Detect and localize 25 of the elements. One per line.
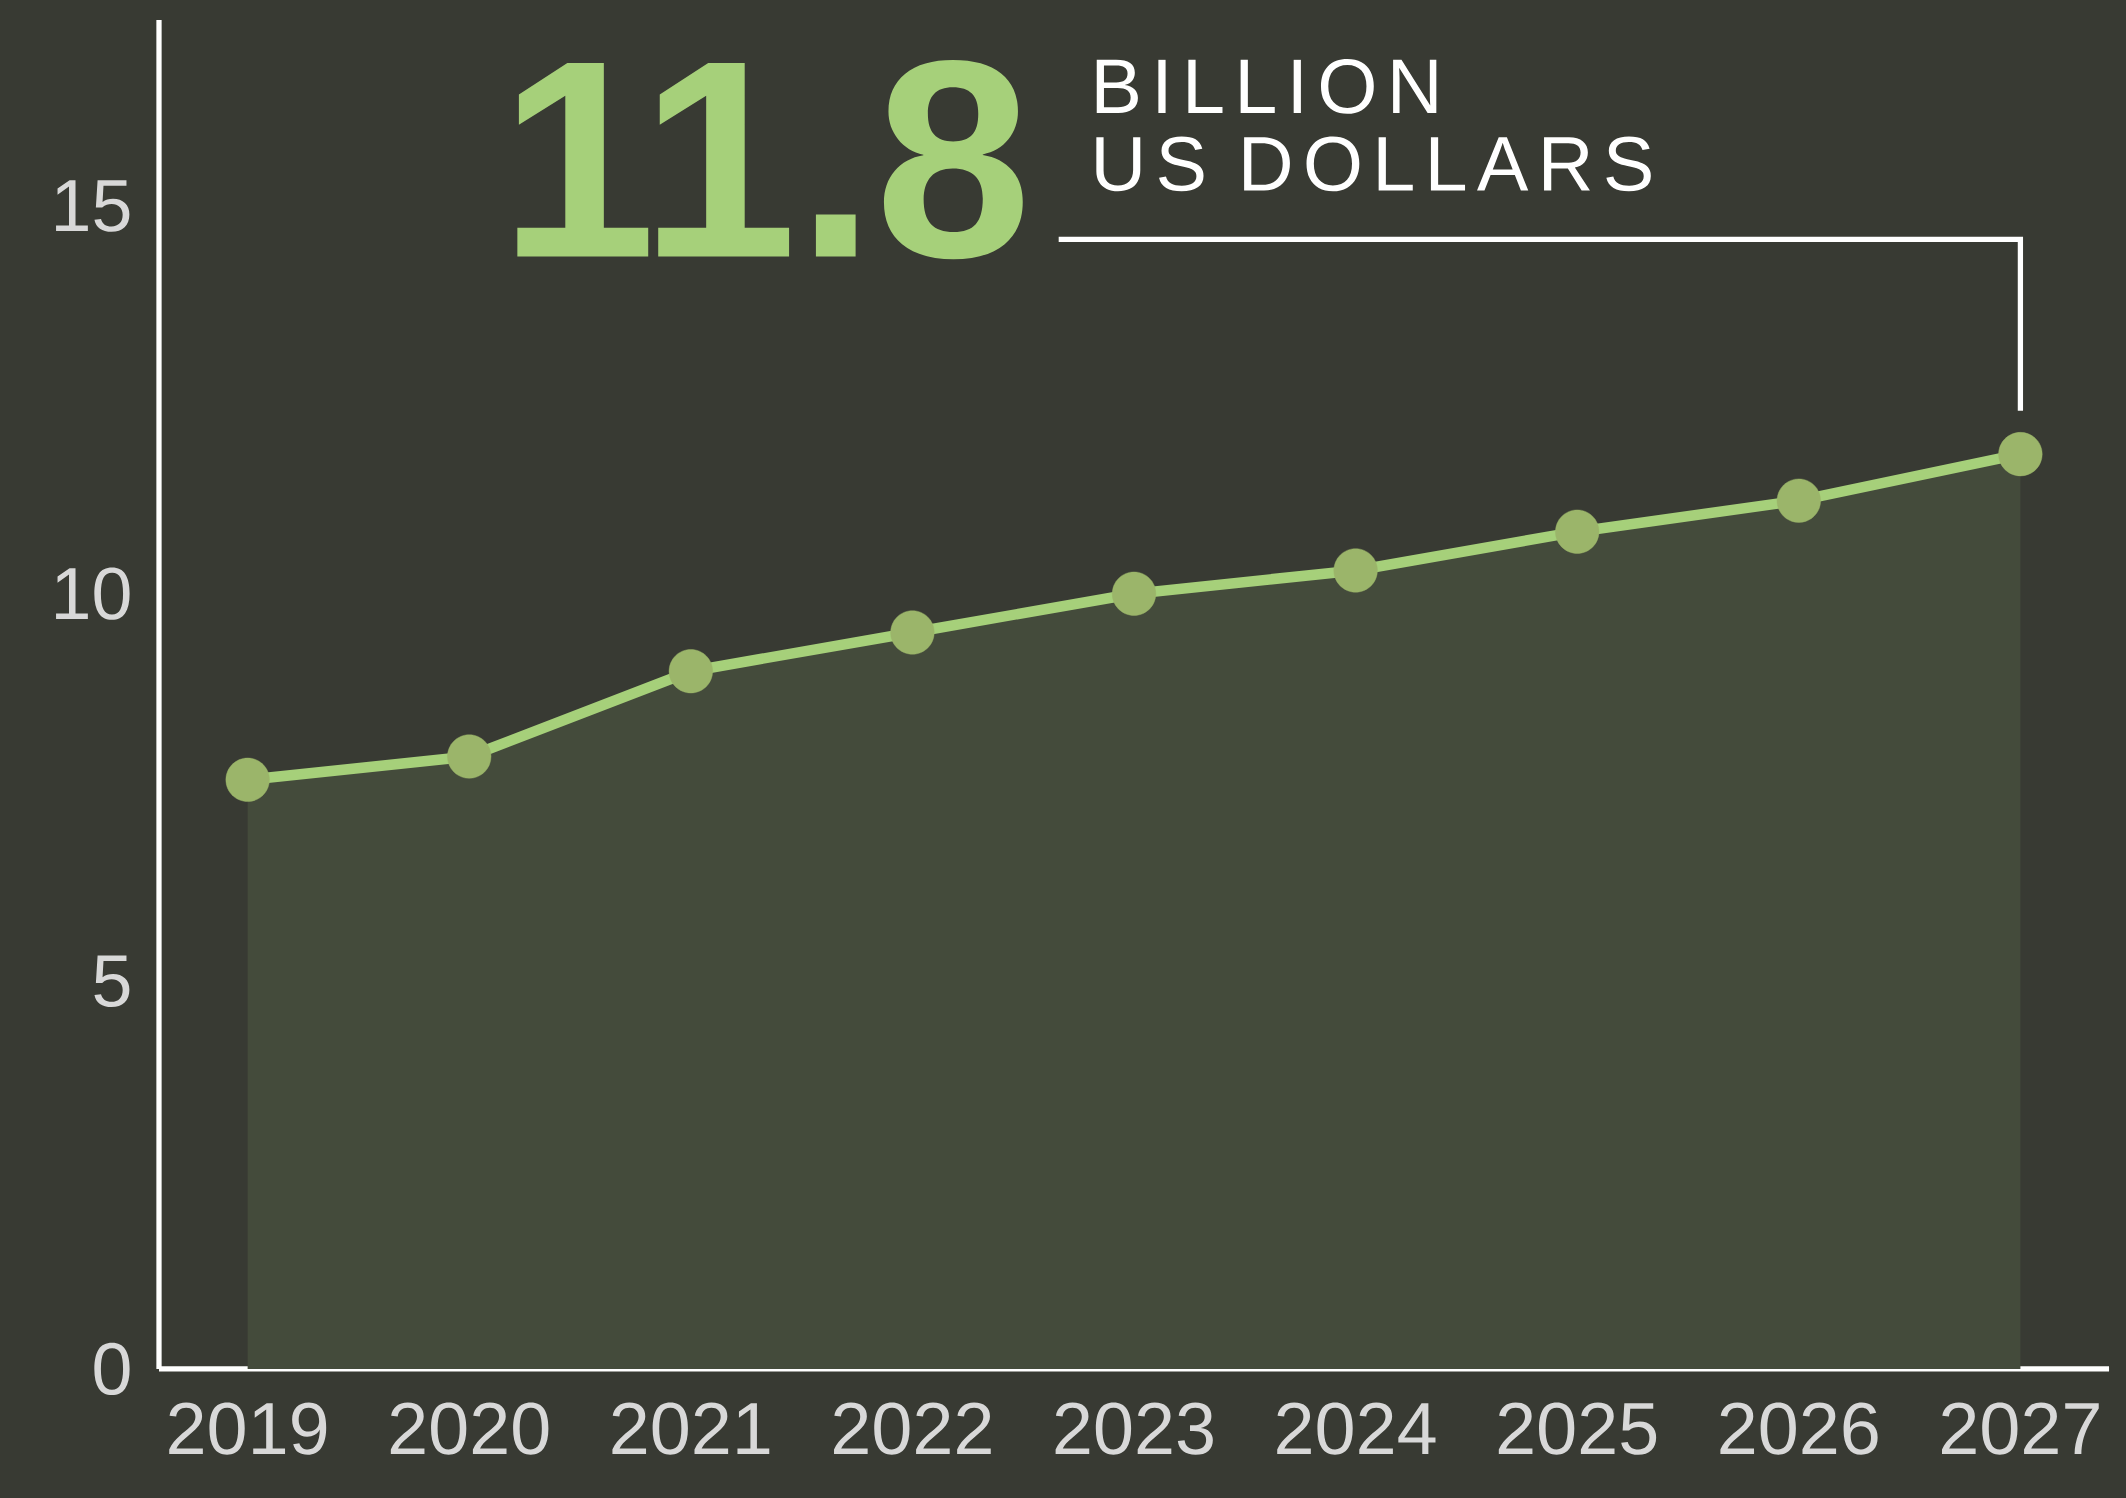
point	[1555, 509, 1600, 554]
y-tick-label: 0	[94, 1342, 130, 1396]
y-tick-label: 15	[56, 180, 130, 232]
x-tick-label: 2019	[169, 1402, 327, 1455]
y-tick-label: 5	[94, 955, 130, 1008]
x-tick-label: 2023	[1055, 1402, 1213, 1455]
x-tick-label: 2021	[612, 1402, 770, 1455]
point	[225, 757, 270, 802]
annotation: 11.8	[517, 60, 1023, 260]
annotation: US DOLLARS	[1096, 136, 1651, 192]
x-tick-label: 2027	[1942, 1402, 2099, 1455]
point	[890, 610, 935, 655]
annotation: BILLION	[1096, 59, 1437, 114]
point	[668, 649, 713, 694]
point	[1333, 548, 1378, 593]
point	[1776, 478, 1821, 523]
point	[447, 734, 492, 779]
point	[1112, 571, 1157, 616]
x-tick-label: 2022	[834, 1402, 991, 1455]
point	[1998, 432, 2043, 477]
x-tick-label: 2020	[390, 1402, 549, 1455]
y-tick-label: 10	[56, 567, 130, 620]
x-tick-label: 2026	[1720, 1402, 1878, 1455]
x-tick-label: 2025	[1498, 1402, 1657, 1455]
x-tick-label: 2024	[1277, 1402, 1436, 1455]
